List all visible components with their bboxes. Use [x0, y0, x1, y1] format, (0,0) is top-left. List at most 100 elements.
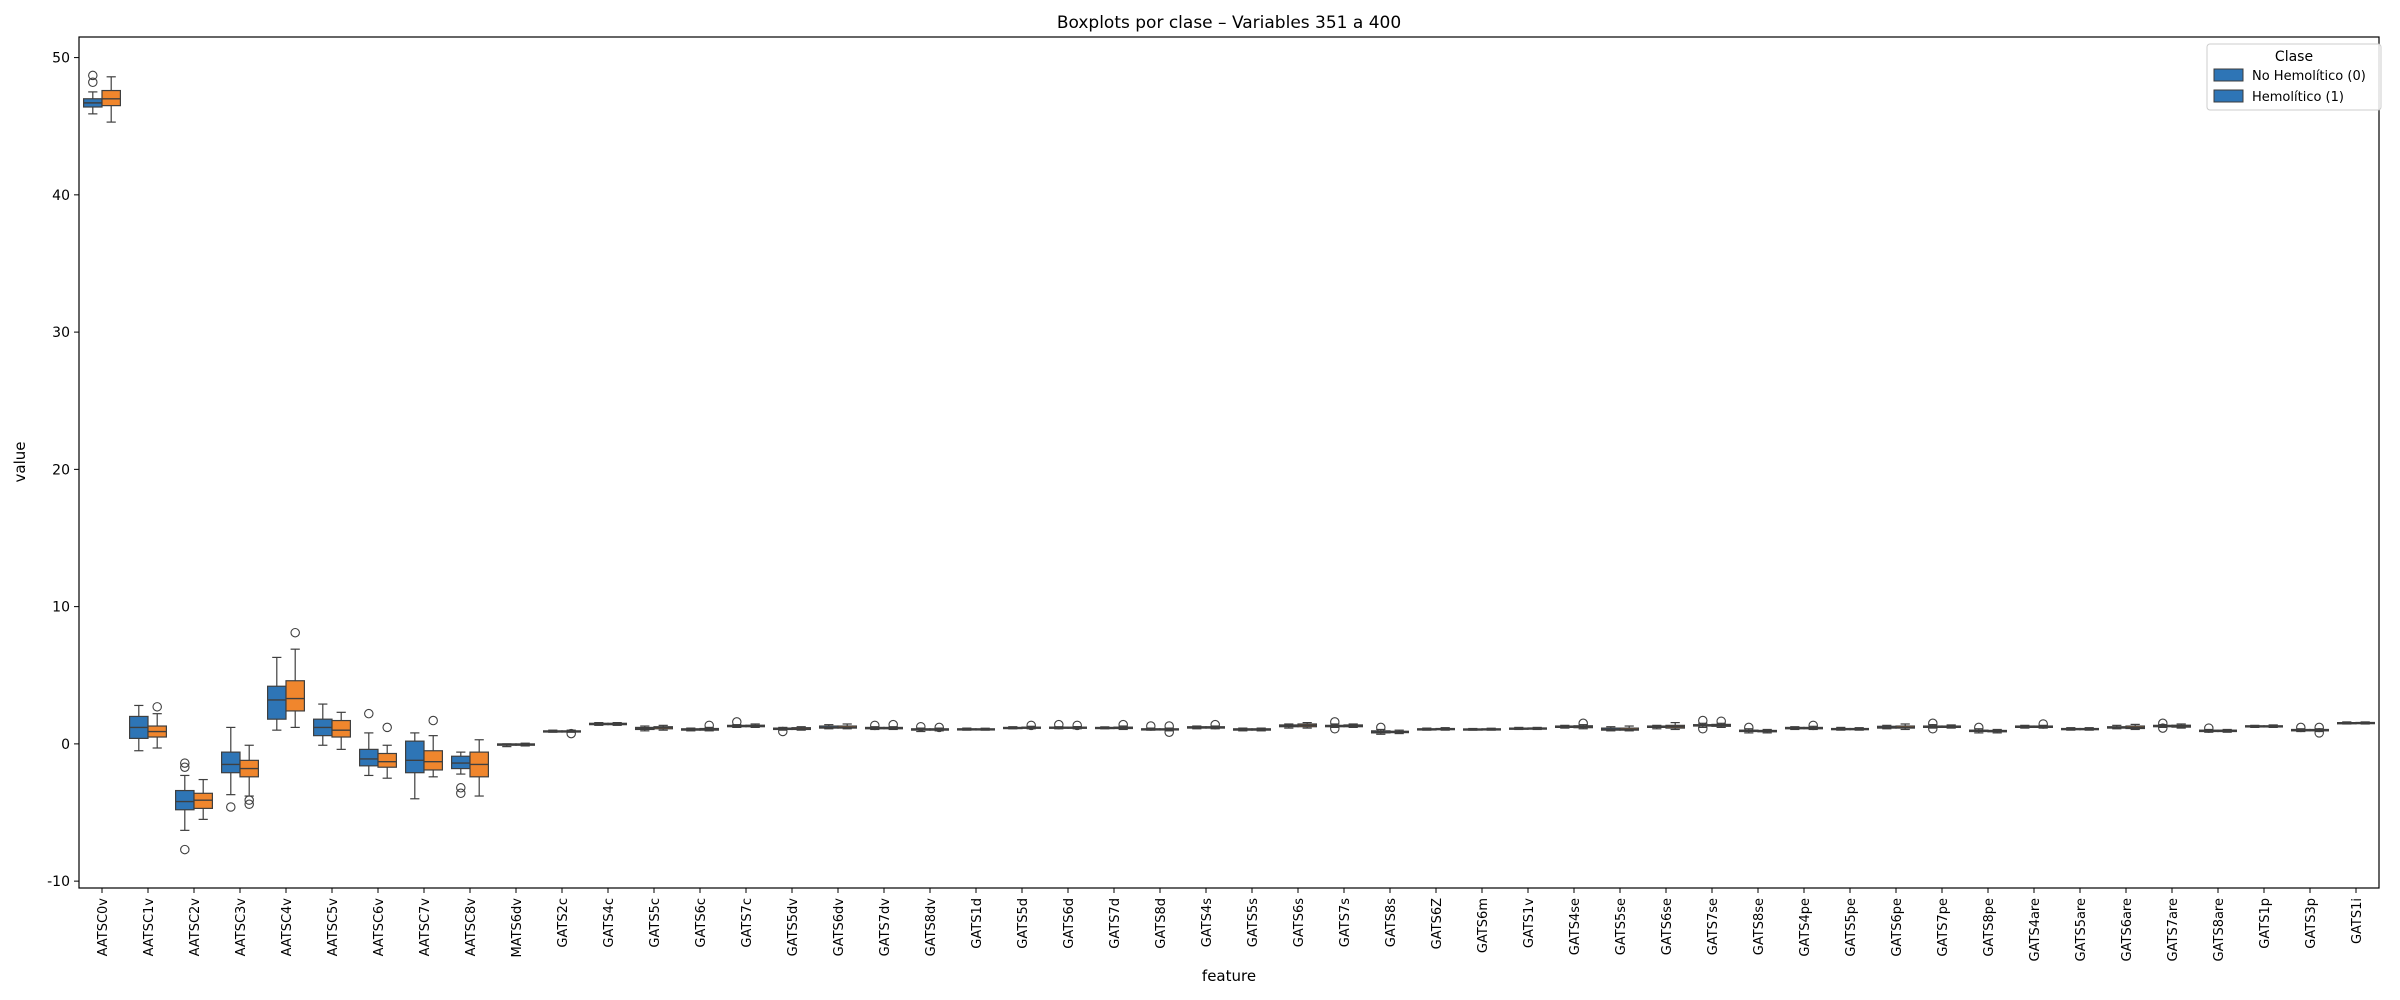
- legend-swatch-no-hemolitico: [2213, 68, 2244, 82]
- box-group: [1849, 727, 1869, 731]
- x-tick-label: GATS1v: [1522, 898, 1537, 948]
- box-group: [193, 778, 213, 820]
- box-group: [239, 744, 259, 810]
- y-tick-label: 0: [61, 737, 70, 753]
- outlier-point: [88, 77, 98, 88]
- box-group: [726, 717, 747, 729]
- box-group: [1435, 727, 1455, 731]
- outlier-point: [870, 720, 880, 731]
- x-tick-label: GATS6are: [2120, 898, 2135, 961]
- x-tick-label: GATS8dv: [924, 898, 939, 957]
- x-tick-label: GATS7d: [1108, 898, 1123, 949]
- box-group: [1002, 726, 1023, 730]
- x-tick-label: GATS5c: [648, 898, 663, 948]
- box-group: [1554, 724, 1575, 729]
- box-group: [680, 727, 701, 732]
- box: [377, 752, 397, 768]
- box-group: [1343, 723, 1363, 729]
- x-tick-label: GATS4s: [1200, 898, 1215, 947]
- x-axis-label: feature: [1202, 967, 1256, 985]
- x-tick-label: GATS7s: [1338, 898, 1353, 947]
- box: [359, 748, 379, 767]
- legend-entry-no-hemolitico: No Hemolítico (0): [2252, 69, 2366, 84]
- outlier-point: [916, 721, 926, 732]
- box-group: [791, 726, 811, 731]
- outlier-point: [2296, 722, 2306, 733]
- box-group: [956, 727, 977, 731]
- outlier-point: [456, 788, 466, 799]
- box-group: [653, 724, 673, 731]
- x-tick-label: AATSC4v: [280, 898, 295, 957]
- box-group: [2033, 719, 2053, 729]
- x-tick-label: GATS6pe: [1890, 898, 1905, 957]
- x-tick-label: AATSC0v: [96, 898, 111, 957]
- outlier-point: [1118, 719, 1128, 730]
- box-group: [2217, 728, 2237, 733]
- box-group: [2337, 721, 2357, 725]
- y-tick-label: 20: [52, 462, 70, 478]
- legend-swatch-hemolitico: [2213, 89, 2244, 103]
- box-group: [359, 708, 379, 777]
- outlier-point: [88, 70, 98, 81]
- x-tick-label: AATSC1v: [142, 898, 157, 957]
- box-group: [423, 715, 443, 778]
- x-tick-label: GATS8d: [1154, 898, 1169, 949]
- box-group: [607, 722, 627, 726]
- box-group: [837, 723, 857, 730]
- outlier-point: [1146, 721, 1156, 731]
- box-group: [101, 76, 121, 123]
- x-tick-label: GATS6d: [1062, 898, 1077, 949]
- x-tick-label: GATS8se: [1752, 898, 1767, 955]
- x-tick-label: GATS6se: [1660, 898, 1675, 955]
- box-group: [542, 729, 563, 733]
- legend-box: [2206, 43, 2382, 111]
- x-tick-label: GATS5are: [2074, 898, 2089, 961]
- box-group: [285, 627, 305, 729]
- x-tick-label: GATS8pe: [1982, 898, 1997, 957]
- outlier-point: [180, 844, 190, 855]
- box-group: [1186, 725, 1207, 730]
- box-group: [975, 727, 995, 731]
- box-group: [1941, 724, 1961, 729]
- x-tick-label: GATS8are: [2212, 898, 2227, 961]
- outlier-point: [152, 702, 162, 712]
- y-tick-label: 40: [52, 188, 70, 204]
- x-tick-label: GATS7are: [2166, 898, 2181, 961]
- box-group: [929, 722, 949, 733]
- x-tick-label: AATSC2v: [188, 898, 203, 957]
- x-tick-label: GATS5se: [1614, 898, 1629, 955]
- outlier-point: [2314, 728, 2324, 738]
- x-tick-label: GATS8s: [1384, 898, 1399, 947]
- box-group: [1711, 716, 1731, 729]
- x-tick-label: GATS6Z: [1430, 898, 1445, 949]
- x-tick-label: GATS5pe: [1844, 898, 1859, 957]
- outlier-point: [934, 722, 944, 733]
- x-tick-label: MATS6dv: [510, 898, 525, 958]
- box-group: [2171, 723, 2191, 729]
- box-group: [2291, 722, 2311, 733]
- box-group: [2309, 722, 2329, 738]
- box-group: [497, 743, 517, 748]
- x-axis: AATSC0v AATSC1v AATSC2v AATSC3v AATSC4v AATSC…: [96, 888, 2365, 961]
- box: [423, 750, 443, 771]
- boxplot-marks: [82, 70, 2375, 855]
- x-tick-label: GATS7dv: [878, 898, 893, 957]
- box-group: [2355, 721, 2375, 725]
- box-group: [1067, 720, 1087, 731]
- outlier-point: [1072, 720, 1082, 731]
- x-tick-label: AATSC3v: [234, 898, 249, 957]
- box-group: [1757, 728, 1777, 734]
- x-tick-label: GATS6s: [1292, 898, 1307, 947]
- box-group: [1646, 724, 1667, 730]
- x-tick-label: AATSC7v: [418, 898, 433, 957]
- box: [331, 719, 351, 738]
- y-tick-label: -10: [47, 874, 70, 890]
- box-group: [1389, 729, 1409, 735]
- x-tick-label: GATS6c: [694, 898, 709, 948]
- box-group: [1784, 726, 1805, 731]
- outlier-point: [1974, 722, 1984, 733]
- legend: Clase No Hemolítico (0) Hemolítico (1): [2206, 43, 2382, 111]
- x-tick-label: AATSC6v: [372, 898, 387, 957]
- box-group: [1895, 723, 1915, 731]
